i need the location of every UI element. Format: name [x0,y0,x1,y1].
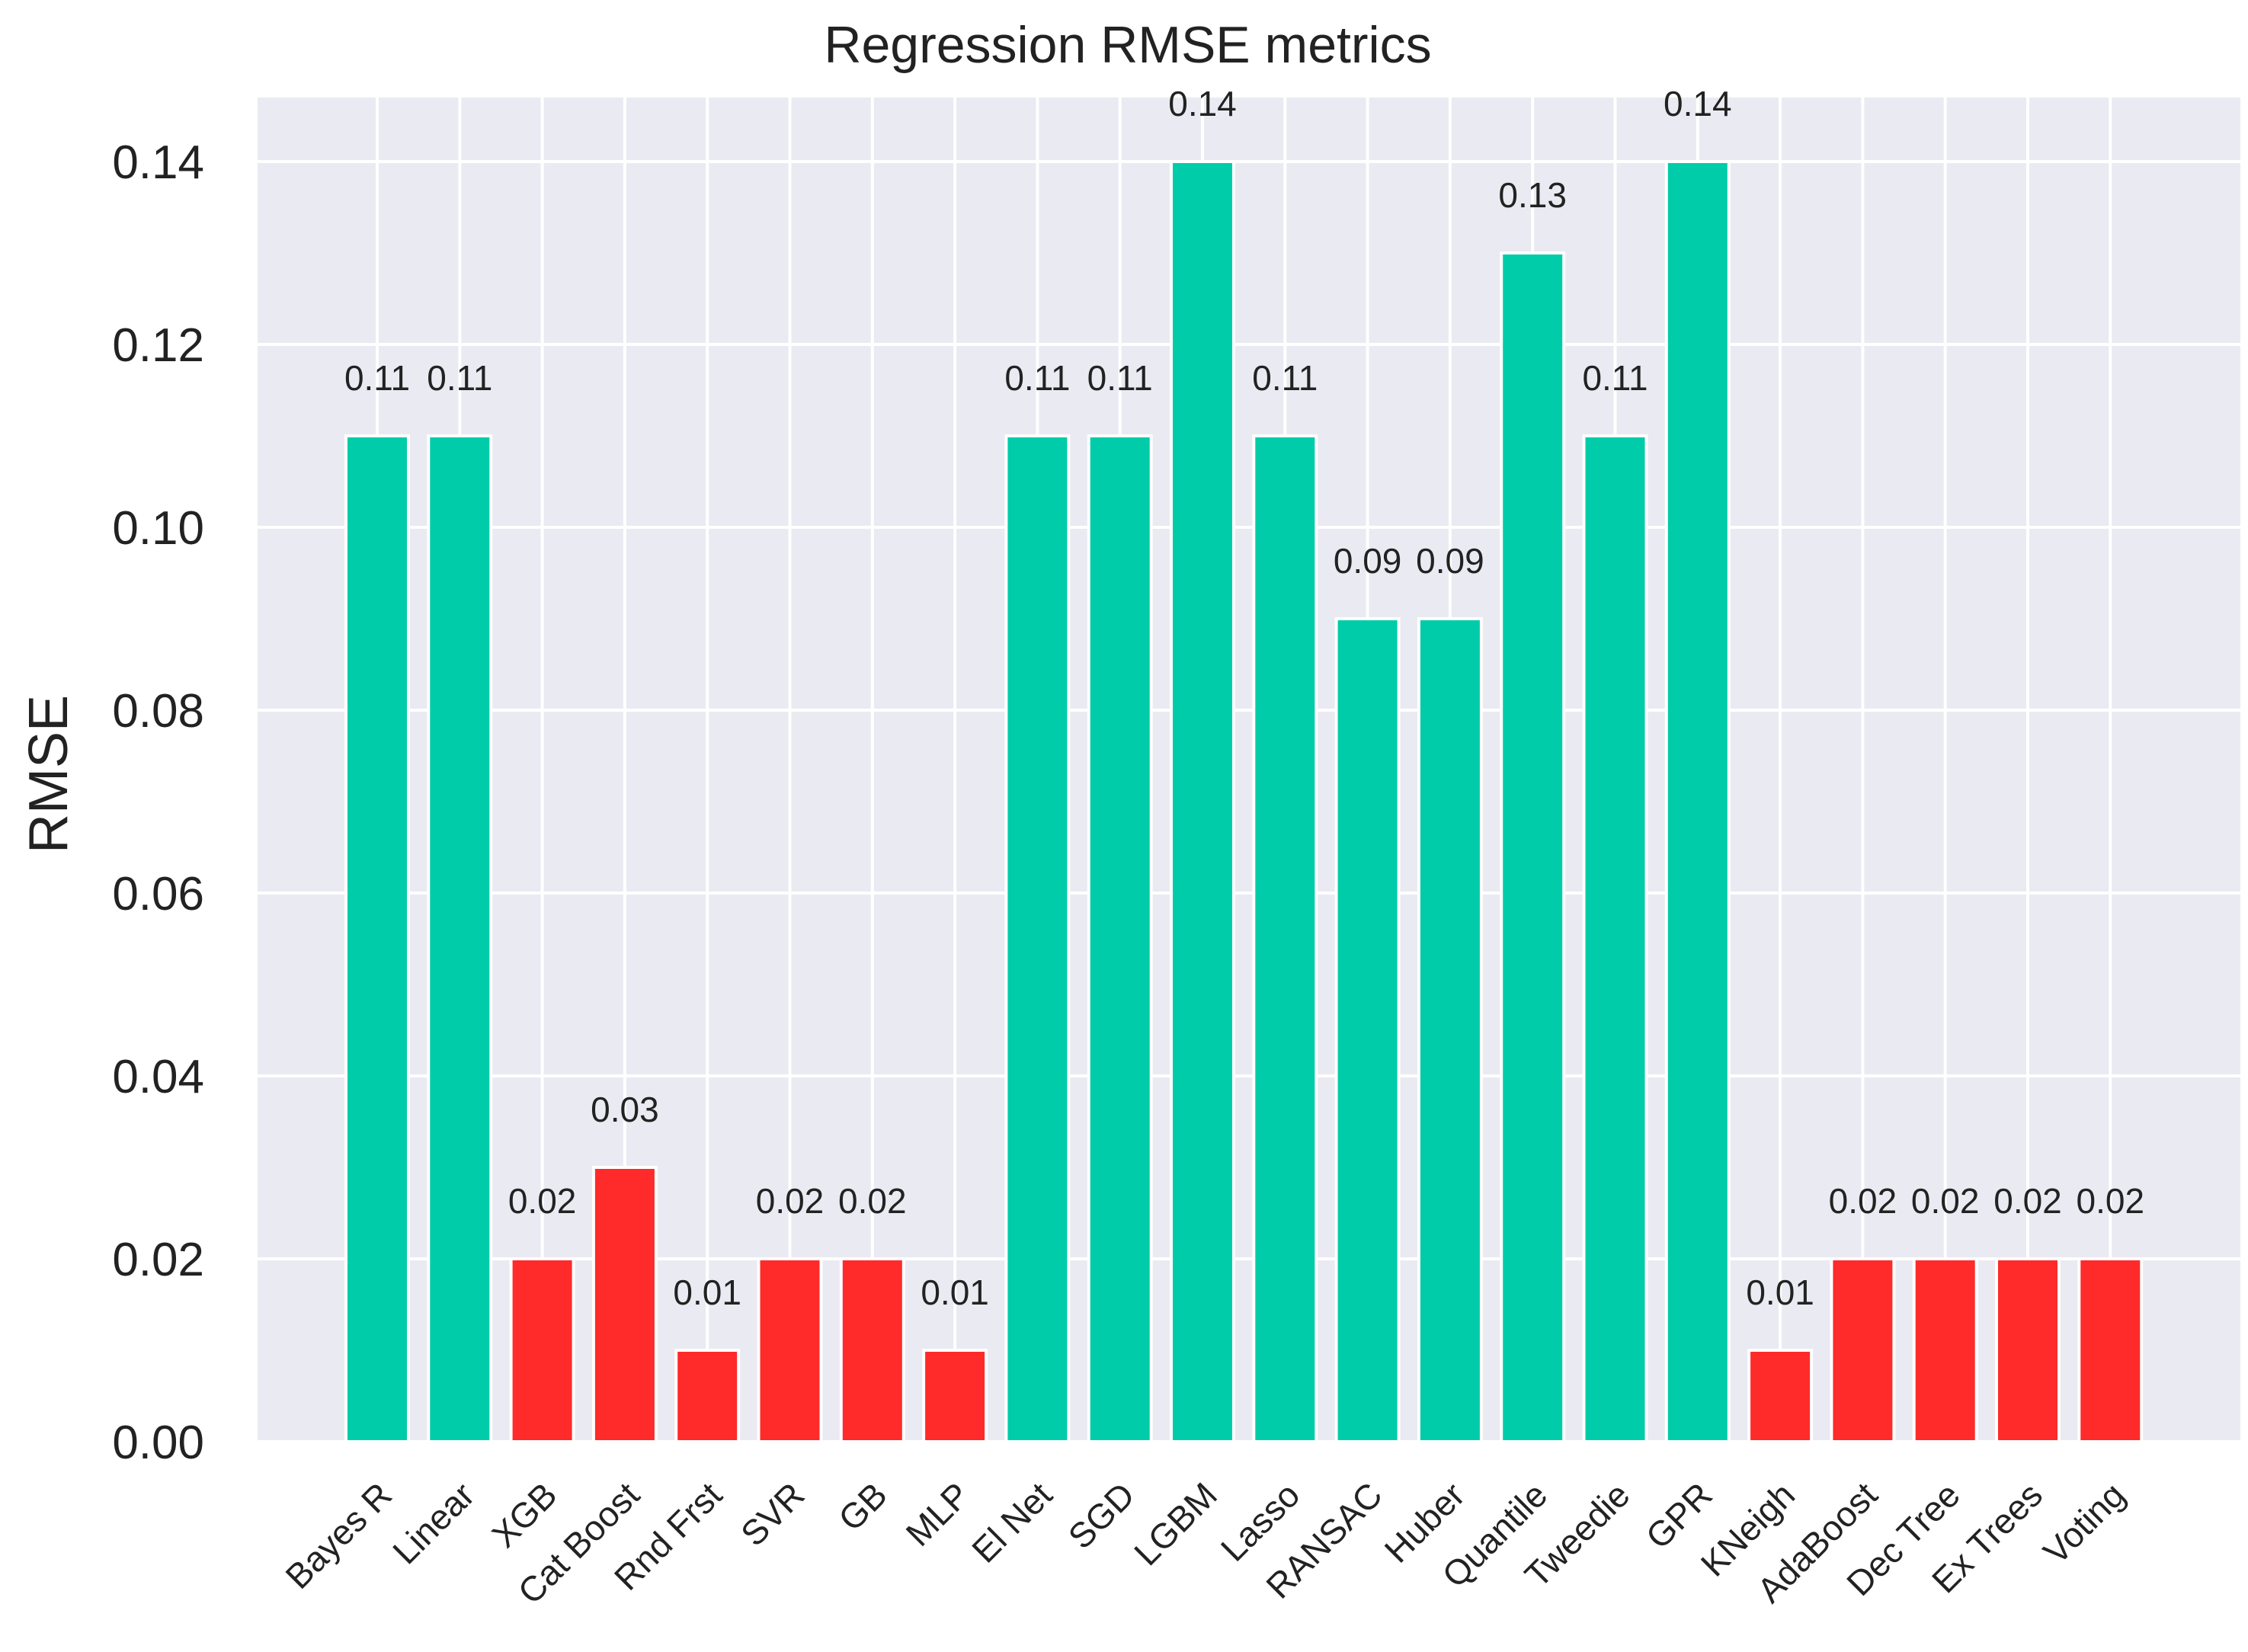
data-label: 0.02 [838,1181,907,1221]
data-label: 0.02 [1829,1181,1897,1221]
bar [1747,1349,1814,1443]
data-label: 0.01 [1746,1273,1814,1312]
bar [1912,1257,1978,1443]
data-label: 0.11 [344,358,410,398]
bar [1170,160,1235,1443]
y-tick-label: 0.00 [112,1417,204,1469]
bar [1417,617,1483,1443]
data-label: 0.11 [1582,358,1648,398]
data-label: 0.11 [1252,358,1318,398]
y-tick-labels: 0.00 0.02 0.04 0.06 0.08 0.10 0.12 0.14 [112,136,204,1469]
data-labels: 0.11 0.11 0.02 0.03 0.01 0.02 0.02 0.01 0.11 0.11… [344,84,2144,1312]
data-label: 0.11 [1004,358,1070,398]
bar [1500,251,1566,1443]
bar [1004,434,1071,1443]
y-tick-label: 0.06 [112,868,204,920]
y-tick-label: 0.08 [112,685,204,738]
bar [2077,1257,2144,1443]
y-tick-label: 0.02 [112,1234,204,1286]
bar [591,1166,658,1443]
bar [1830,1257,1896,1443]
data-label: 0.14 [1664,84,1732,123]
data-label: 0.14 [1168,84,1237,123]
data-label: 0.09 [1334,541,1402,581]
bar [1334,617,1401,1443]
bar [1087,434,1153,1443]
bars [344,160,2144,1443]
chart-title: Regression RMSE metrics [824,16,1431,74]
data-label: 0.02 [1993,1181,2062,1221]
data-label: 0.01 [921,1273,989,1312]
bar [757,1257,823,1443]
y-tick-label: 0.12 [112,319,204,372]
y-tick-label: 0.10 [112,502,204,555]
x-tick-label: GB [831,1474,895,1538]
bar [344,434,410,1443]
bar [427,434,493,1443]
y-tick-label: 0.14 [112,136,204,189]
data-label: 0.02 [508,1181,577,1221]
data-label: 0.02 [2077,1181,2145,1221]
bar [922,1349,988,1443]
data-label: 0.09 [1416,541,1484,581]
y-tick-label: 0.04 [112,1051,204,1103]
plot-background [258,98,2240,1442]
x-tick-label: LGBM [1126,1474,1225,1573]
x-tick-label: Bayes R [277,1474,399,1596]
data-label: 0.11 [1087,358,1153,398]
bar [1252,434,1318,1443]
data-label: 0.01 [673,1273,741,1312]
data-label: 0.03 [591,1090,659,1129]
bar [839,1257,905,1443]
data-label: 0.02 [1911,1181,1980,1221]
x-tick-label: Linear [385,1474,482,1571]
bar [674,1349,741,1443]
bar [1582,434,1648,1443]
data-label: 0.11 [427,358,492,398]
data-label: 0.02 [756,1181,825,1221]
x-tick-label: El Net [964,1474,1060,1570]
y-axis-label: RMSE [18,695,79,853]
bar [509,1257,575,1443]
bar [1664,160,1731,1443]
x-tick-label: SVR [733,1474,812,1554]
data-label: 0.13 [1498,175,1567,215]
bar [1995,1257,2061,1443]
x-tick-label: Voting [2035,1474,2132,1571]
